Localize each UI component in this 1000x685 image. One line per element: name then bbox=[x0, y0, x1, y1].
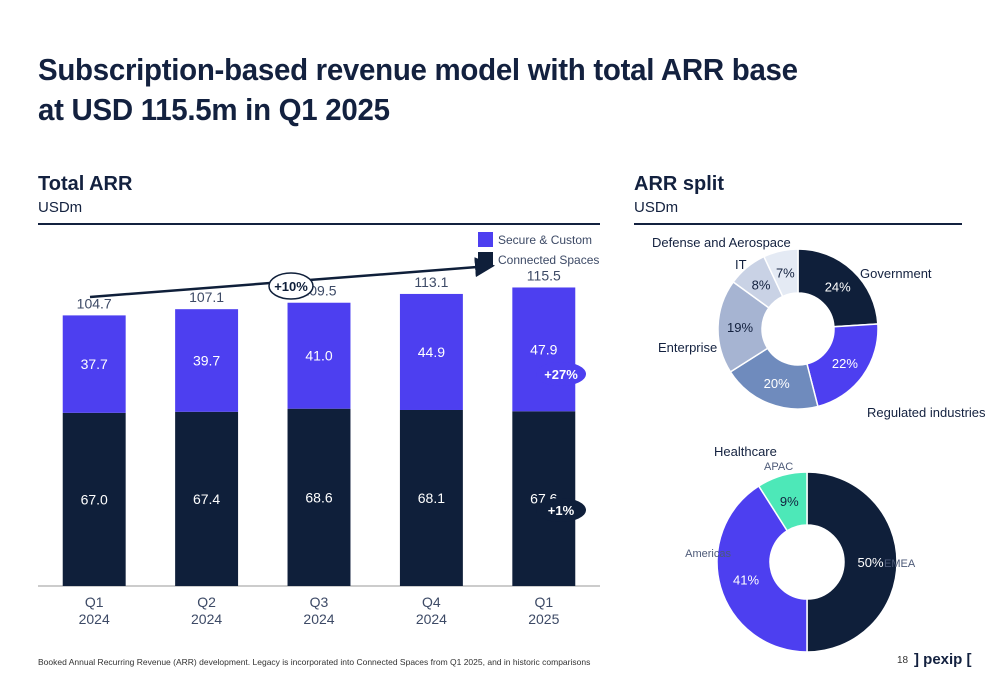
donut-slice bbox=[806, 471, 898, 653]
donut-value-label: 41% bbox=[733, 573, 759, 588]
bar-secure-custom bbox=[175, 309, 239, 412]
connected-value-label: 68.6 bbox=[305, 489, 332, 505]
x-tick-label-year: 2024 bbox=[191, 611, 222, 627]
secure-value-label: 44.9 bbox=[418, 344, 445, 360]
donut-category-label: Defense and Aerospace bbox=[652, 235, 791, 250]
bar-connected-spaces bbox=[175, 411, 239, 586]
connected-value-label: 68.1 bbox=[418, 490, 445, 506]
bar-secure-custom bbox=[399, 293, 463, 410]
footnote: Booked Annual Recurring Revenue (ARR) de… bbox=[38, 657, 591, 667]
secure-growth-badge bbox=[536, 362, 586, 386]
x-tick-label-year: 2024 bbox=[303, 611, 334, 627]
donut-slice bbox=[757, 471, 808, 532]
total-arr-title: Total ARR bbox=[38, 173, 133, 195]
connected-growth-label: +1% bbox=[548, 503, 575, 518]
page-title: Subscription-based revenue model with to… bbox=[38, 50, 893, 130]
total-value-label: 115.5 bbox=[527, 267, 561, 283]
donut-value-label: 7% bbox=[776, 265, 795, 280]
total-value-label: 113.1 bbox=[414, 274, 448, 290]
donut-value-label: 24% bbox=[825, 280, 851, 295]
donut-value-label: 19% bbox=[727, 320, 753, 335]
connected-value-label: 67.0 bbox=[81, 491, 108, 507]
x-tick-label-quarter: Q1 bbox=[85, 594, 104, 610]
donut-slice bbox=[762, 248, 799, 298]
donut-value-label: 8% bbox=[752, 277, 771, 292]
pexip-logo: ] pexip [ bbox=[914, 651, 972, 668]
donut-category-label: Government bbox=[860, 266, 932, 281]
x-tick-label-year: 2024 bbox=[416, 611, 447, 627]
x-tick-label-quarter: Q1 bbox=[534, 594, 553, 610]
bar-chart: 67.037.7104.7Q1202467.439.7107.1Q2202468… bbox=[38, 232, 600, 627]
arr-split-divider bbox=[634, 223, 962, 225]
legend-label-connected: Connected Spaces bbox=[498, 253, 599, 267]
page-number: 18 bbox=[897, 655, 909, 666]
region-donut-chart: 50% 41% 9% EMEA Americas APAC bbox=[685, 461, 916, 653]
x-tick-label-quarter: Q3 bbox=[310, 594, 329, 610]
donut-category-label: IT bbox=[735, 257, 747, 272]
donut-category-label: EMEA bbox=[884, 558, 916, 570]
total-value-label: 104.7 bbox=[77, 295, 112, 311]
total-arr-unit: USDm bbox=[38, 199, 83, 216]
arr-split-title: ARR split bbox=[634, 173, 724, 195]
bar-connected-spaces bbox=[62, 412, 126, 586]
connected-value-label: 67.4 bbox=[193, 491, 220, 507]
secure-growth-label: +27% bbox=[544, 367, 578, 382]
page-title-line2: at USD 115.5m in Q1 2025 bbox=[38, 92, 390, 127]
donut-value-label: 20% bbox=[764, 376, 790, 391]
donut-value-label: 50% bbox=[857, 555, 883, 570]
total-value-label: 107.1 bbox=[189, 289, 224, 305]
bar-connected-spaces bbox=[287, 408, 351, 586]
bar-secure-custom bbox=[512, 287, 576, 412]
donut-category-label: Americas bbox=[685, 548, 731, 560]
bar-secure-custom bbox=[287, 302, 351, 409]
bar-secure-custom bbox=[62, 315, 126, 413]
donut-category-label: Healthcare bbox=[714, 444, 777, 459]
donut-category-label: Regulated industries bbox=[867, 405, 986, 420]
page-title-line1: Subscription-based revenue model with to… bbox=[38, 52, 798, 87]
donut-value-label: 22% bbox=[832, 356, 858, 371]
connected-growth-badge bbox=[536, 498, 586, 522]
arr-split-unit: USDm bbox=[634, 199, 679, 216]
donut-slice bbox=[806, 323, 879, 408]
legend-label-secure: Secure & Custom bbox=[498, 233, 592, 247]
donut-category-label: APAC bbox=[764, 461, 793, 473]
donut-value-label: 9% bbox=[780, 494, 799, 509]
legend-swatch-connected bbox=[478, 252, 493, 267]
total-growth-label: +10% bbox=[274, 279, 308, 294]
secure-value-label: 47.9 bbox=[530, 341, 557, 357]
x-tick-label-year: 2025 bbox=[528, 611, 559, 627]
x-tick-label-year: 2024 bbox=[79, 611, 110, 627]
secure-value-label: 41.0 bbox=[305, 348, 332, 364]
x-tick-label-quarter: Q2 bbox=[197, 594, 216, 610]
x-tick-label-quarter: Q4 bbox=[422, 594, 441, 610]
legend-swatch-secure bbox=[478, 232, 493, 247]
total-arr-divider bbox=[38, 223, 600, 225]
donut-category-label: Enterprise bbox=[658, 340, 717, 355]
segment-donut-chart: 24% 22% 20% 19% 8% 7% Government Regulated indu… bbox=[652, 235, 986, 459]
secure-value-label: 37.7 bbox=[81, 356, 108, 372]
secure-value-label: 39.7 bbox=[193, 352, 220, 368]
donut-slice bbox=[797, 248, 879, 328]
bar-connected-spaces bbox=[399, 409, 463, 586]
total-growth-badge bbox=[268, 272, 314, 300]
